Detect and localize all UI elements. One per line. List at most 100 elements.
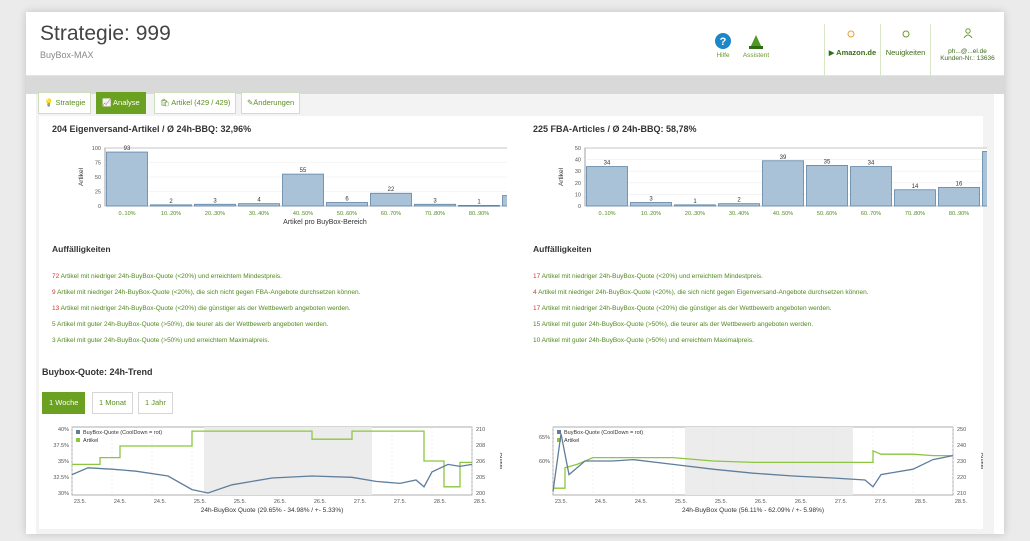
y-tick-label: 65% — [539, 435, 550, 441]
y-tick-label: 32.5% — [53, 475, 69, 481]
bag-icon: 🛍 — [160, 98, 170, 107]
data-label: 34 — [868, 161, 875, 167]
x-tick-label: 25.5. — [234, 499, 247, 505]
tab-artikel[interactable]: 🛍 Artikel (429 / 429) — [154, 92, 237, 114]
trend-tab-year[interactable]: 1 Jahr — [138, 392, 173, 414]
x-tick-label: 25.5. — [715, 499, 728, 505]
data-label: 35 — [824, 159, 831, 165]
y-tick-label: 30 — [575, 169, 581, 175]
y-tick-label: 40% — [58, 427, 69, 433]
x-tick-label: 0..10% — [118, 211, 135, 217]
page-title: Strategie: 999 — [40, 22, 171, 45]
app-window: Strategie: 999 BuyBox-MAX ? Hilfe Assist… — [26, 12, 1004, 534]
x-tick-label: 23.5. — [555, 499, 568, 505]
data-label: 34 — [604, 161, 611, 167]
issue-text: 10 Artikel mit guter 24h-BuyBox-Quote (>… — [533, 337, 754, 344]
x-tick-label: 0..10% — [598, 211, 615, 217]
y-tick-label: 100 — [92, 146, 101, 152]
bar — [282, 173, 324, 207]
page-subtitle: BuyBox-MAX — [40, 50, 94, 60]
chart-icon: 📈 — [102, 98, 112, 107]
x-axis-label: Artikel pro BuyBox-Bereich — [283, 219, 367, 226]
right-section-title: 225 FBA-Articles / Ø 24h-BBQ: 58,78% — [533, 124, 697, 134]
data-label: 3 — [433, 198, 437, 204]
x-tick-label: 24.5. — [114, 499, 127, 505]
right-bar-chart: 0 10 20 30 40 50 Artikel 34 0..10% 3 10..20% 1 20..3… — [558, 146, 987, 217]
right-issue-item[interactable]: 10 Artikel mit guter 24h-BuyBox-Quote (>… — [533, 337, 754, 344]
help-button[interactable]: ? Hilfe — [714, 32, 732, 59]
y-tick-label: 210 — [476, 427, 485, 433]
tab-aenderungen[interactable]: ✎Änderungen — [241, 92, 301, 114]
y-tick-label: 200 — [476, 491, 485, 497]
issue-text: Artikel mit niedriger 24h-BuyBox-Quote (… — [540, 305, 832, 312]
x-tick-label: 25.5. — [194, 499, 207, 505]
series-line-artikel — [72, 430, 472, 488]
y-tick-label: 230 — [957, 459, 966, 465]
series-line-buybox — [71, 463, 473, 494]
trend-title: Buybox-Quote: 24h-Trend — [42, 367, 153, 377]
y-tick-label: 50 — [575, 146, 581, 152]
left-issue-item[interactable]: 5 Artikel mit guter 24h-BuyBox-Quote (>5… — [52, 321, 328, 328]
y-tick-label: 50 — [95, 175, 101, 181]
bar — [718, 203, 760, 207]
user-account-button[interactable]: ph...@...el.de Kunden-Nr.: 13636 — [930, 24, 1004, 76]
y-tick-label: 240 — [957, 443, 966, 449]
issue-count: 13 — [52, 305, 60, 312]
amazon-store-button[interactable]: ▶ Amazon.de — [824, 24, 880, 76]
left-issue-item[interactable]: 3 Artikel mit guter 24h-BuyBox-Quote (>5… — [52, 337, 269, 344]
right-issue-item[interactable]: 17 Artikel mit niedriger 24h-BuyBox-Quot… — [533, 305, 832, 312]
x-tick-label: 26.5. — [314, 499, 327, 505]
y-tick-label: 40 — [575, 158, 581, 164]
data-label: 4 — [257, 198, 261, 204]
analysis-panel: 204 Eigenversand-Artikel / Ø 24h-BBQ: 32… — [39, 116, 987, 529]
bar — [938, 187, 980, 207]
tab-analyse[interactable]: 📈 Analyse — [96, 92, 146, 114]
svg-text:?: ? — [720, 36, 727, 48]
data-label: 16 — [956, 181, 963, 187]
bar — [630, 202, 672, 207]
x-tick-label: 30..40% — [729, 211, 749, 217]
bar — [586, 166, 628, 207]
x-tick-label: 26.5. — [274, 499, 287, 505]
left-issue-item[interactable]: 13 Artikel mit niedriger 24h-BuyBox-Quot… — [52, 305, 351, 312]
left-issue-item[interactable]: 9 Artikel mit niedriger 24h-BuyBox-Quote… — [52, 289, 360, 296]
help-icon: ? — [715, 33, 731, 49]
bar — [414, 203, 456, 207]
bar — [458, 205, 500, 207]
pin-icon — [847, 30, 855, 38]
x-tick-label: 40..50% — [293, 211, 313, 217]
right-issue-item[interactable]: 15 Artikel mit guter 24h-BuyBox-Quote (>… — [533, 321, 813, 328]
bar — [150, 204, 192, 207]
amazon-label: Amazon.de — [836, 48, 877, 57]
user-email: ph...@...el.de — [948, 48, 987, 55]
right-issue-item[interactable]: 4 Artikel mit niedriger 24h-BuyBox-Quote… — [533, 289, 869, 296]
issue-text: 15 Artikel mit guter 24h-BuyBox-Quote (>… — [533, 321, 814, 328]
x-tick-label: 10..20% — [161, 211, 181, 217]
y-axis-label: Artikel — [498, 453, 502, 470]
news-button[interactable]: Neuigkeiten — [880, 24, 930, 76]
help-label: Hilfe — [716, 52, 730, 59]
x-tick-label: 28.5. — [955, 499, 968, 505]
trend-tab-month[interactable]: 1 Monat — [92, 392, 134, 414]
issue-count: 17 — [533, 305, 541, 312]
x-tick-label: 23.5. — [74, 499, 87, 505]
chart-caption: 24h-BuyBox Quote (29.65% - 34.98% / +- 5… — [201, 507, 344, 514]
tab-strategie[interactable]: 💡 Strategie — [38, 92, 92, 114]
y-tick-label: 35% — [58, 459, 69, 465]
x-tick-label: 27.5. — [835, 499, 848, 505]
y-tick-label: 60% — [539, 459, 550, 465]
left-bar-chart: 0 25 50 75 100 Artikel 93 0..10% 2 10..20% 3 20..30… — [78, 146, 507, 226]
assistant-button[interactable]: Assistent — [738, 32, 774, 59]
bar — [238, 203, 280, 207]
issue-text: Artikel mit niedriger 24h-BuyBox-Quote (… — [536, 289, 869, 296]
left-issue-item[interactable]: 72 Artikel mit niedriger 24h-BuyBox-Quot… — [52, 273, 282, 280]
bar — [982, 151, 987, 207]
wizard-icon — [749, 35, 763, 49]
bar — [806, 164, 848, 207]
x-tick-label: 50..60% — [817, 211, 837, 217]
x-tick-label: 28.5. — [474, 499, 487, 505]
trend-tab-week[interactable]: 1 Woche — [42, 392, 86, 414]
right-issue-item[interactable]: 17 Artikel mit niedriger 24h-BuyBox-Quot… — [533, 273, 763, 280]
y-tick-label: 206 — [476, 459, 485, 465]
customer-number: Kunden-Nr.: 13636 — [940, 55, 995, 62]
